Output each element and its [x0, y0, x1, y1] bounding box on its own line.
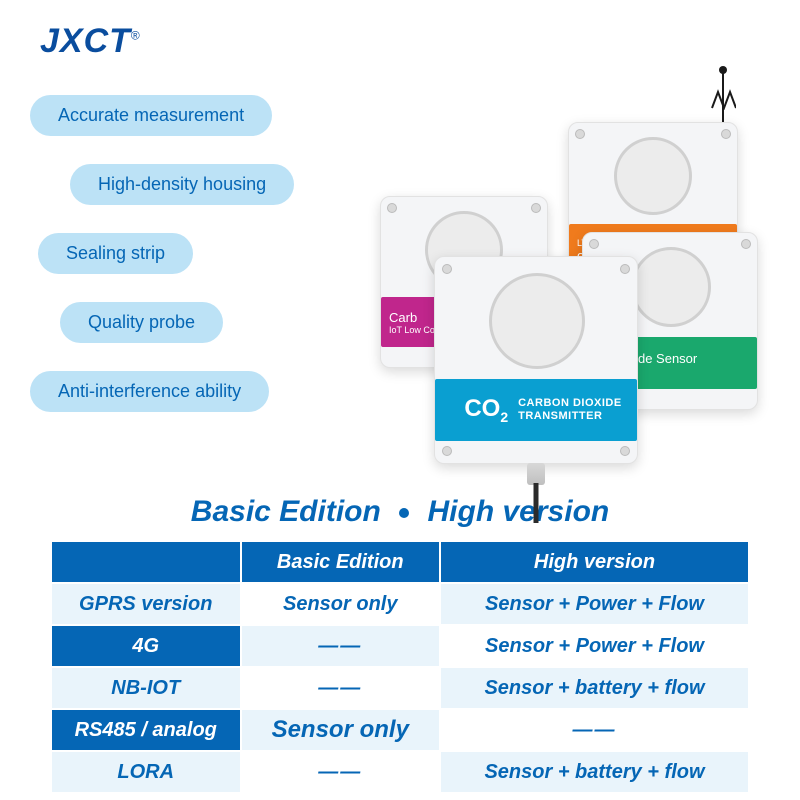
brand-logo: JXCT®	[40, 22, 141, 61]
screw-icon	[531, 203, 541, 213]
row-basic: ——	[241, 625, 441, 667]
row-basic: ——	[241, 667, 441, 709]
section-title: Basic Edition High version	[0, 495, 800, 529]
screw-icon	[620, 264, 630, 274]
section-left: Basic Edition	[191, 495, 381, 528]
screw-icon	[620, 446, 630, 456]
cable-icon	[534, 483, 539, 523]
screw-icon	[442, 264, 452, 274]
section-right: High version	[428, 495, 610, 528]
sensor-port-icon	[631, 247, 711, 327]
co2-label: CO2	[464, 395, 508, 425]
row-label: NB-IOT	[51, 667, 241, 709]
device-title: CARBON DIOXIDETRANSMITTER	[518, 397, 622, 423]
table-row: NB-IOT —— Sensor + battery + flow	[51, 667, 749, 709]
screw-icon	[575, 129, 585, 139]
table-header-row: Basic Edition High version	[51, 541, 749, 583]
row-label: RS485 / analog	[51, 709, 241, 751]
comparison-table: Basic Edition High version GPRS version …	[50, 540, 750, 794]
table-row: LORA —— Sensor + battery + flow	[51, 751, 749, 793]
screw-icon	[589, 239, 599, 249]
row-label: 4G	[51, 625, 241, 667]
feature-pill: High-density housing	[70, 164, 294, 205]
device-cluster: LTE/GPRS on Dioxide Sensor Carb IoT Low …	[350, 70, 780, 470]
feature-pill: Quality probe	[60, 302, 223, 343]
header-high: High version	[440, 541, 749, 583]
sensor-port-icon	[489, 273, 585, 369]
feature-pill: Sealing strip	[38, 233, 193, 274]
row-basic: Sensor only	[241, 709, 441, 751]
feature-pill: Anti-interference ability	[30, 371, 269, 412]
screw-icon	[442, 446, 452, 456]
row-basic: Sensor only	[241, 583, 441, 625]
row-high: Sensor + Power + Flow	[440, 583, 749, 625]
row-high: ——	[440, 709, 749, 751]
brand-name: JXCT	[40, 22, 131, 60]
device-blue: CO2 CARBON DIOXIDETRANSMITTER	[434, 256, 638, 464]
row-basic: ——	[241, 751, 441, 793]
row-high: Sensor + battery + flow	[440, 751, 749, 793]
header-empty	[51, 541, 241, 583]
table-row: GPRS version Sensor only Sensor + Power …	[51, 583, 749, 625]
sensor-port-icon	[614, 137, 692, 215]
row-high: Sensor + Power + Flow	[440, 625, 749, 667]
row-label: LORA	[51, 751, 241, 793]
row-label: GPRS version	[51, 583, 241, 625]
feature-list: Accurate measurement High-density housin…	[30, 95, 294, 412]
feature-pill: Accurate measurement	[30, 95, 272, 136]
brand-tm: ®	[131, 29, 141, 43]
connector-icon	[527, 463, 545, 485]
table-row: 4G —— Sensor + Power + Flow	[51, 625, 749, 667]
dot-separator-icon	[399, 508, 409, 518]
device-label: CO2 CARBON DIOXIDETRANSMITTER	[435, 379, 637, 441]
screw-icon	[721, 129, 731, 139]
screw-icon	[741, 239, 751, 249]
table-row: RS485 / analog Sensor only ——	[51, 709, 749, 751]
screw-icon	[387, 203, 397, 213]
row-high: Sensor + battery + flow	[440, 667, 749, 709]
header-basic: Basic Edition	[241, 541, 441, 583]
antenna-wave-icon	[710, 88, 736, 110]
